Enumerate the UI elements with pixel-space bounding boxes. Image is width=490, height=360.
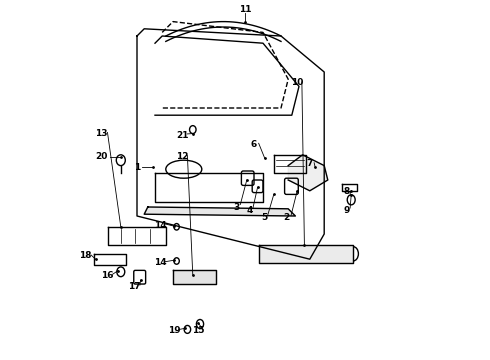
Text: 16: 16: [101, 271, 114, 280]
Text: 11: 11: [239, 5, 251, 14]
Text: 13: 13: [95, 129, 107, 138]
Text: 6: 6: [251, 140, 257, 149]
Polygon shape: [288, 155, 328, 191]
Text: 15: 15: [192, 326, 204, 335]
Text: 19: 19: [169, 326, 181, 335]
Text: 20: 20: [95, 152, 107, 161]
Polygon shape: [259, 245, 353, 263]
Text: 1: 1: [134, 163, 140, 172]
Text: 3: 3: [233, 202, 239, 212]
Polygon shape: [173, 270, 216, 284]
Text: 18: 18: [78, 251, 91, 260]
Polygon shape: [144, 207, 295, 216]
Text: 17: 17: [128, 282, 141, 291]
Text: 2: 2: [283, 213, 290, 222]
Text: 21: 21: [176, 131, 188, 140]
Text: 7: 7: [307, 159, 313, 168]
Text: 14: 14: [154, 258, 167, 267]
Text: 10: 10: [291, 78, 303, 87]
Text: 14: 14: [154, 220, 167, 230]
Text: 8: 8: [343, 187, 350, 196]
Text: 9: 9: [343, 206, 350, 215]
Text: 5: 5: [261, 213, 267, 222]
Text: 4: 4: [246, 206, 252, 215]
Text: 12: 12: [176, 152, 188, 161]
